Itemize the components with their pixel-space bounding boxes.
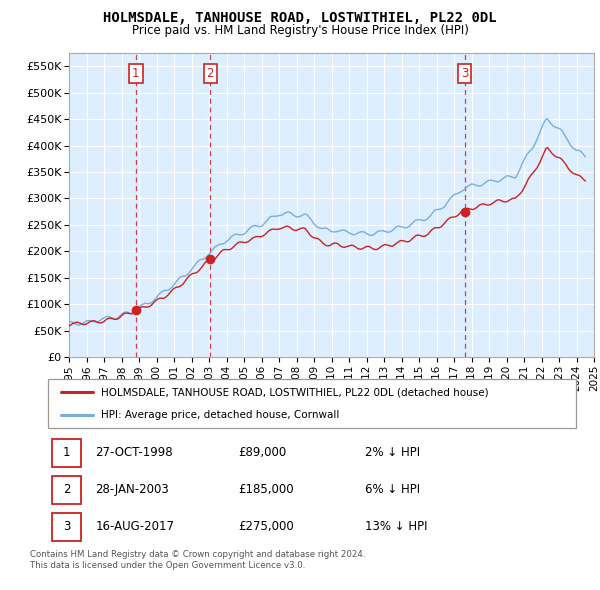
Text: 3: 3: [461, 67, 469, 80]
FancyBboxPatch shape: [48, 379, 576, 428]
Text: 1: 1: [63, 446, 70, 459]
Text: HOLMSDALE, TANHOUSE ROAD, LOSTWITHIEL, PL22 0DL (detached house): HOLMSDALE, TANHOUSE ROAD, LOSTWITHIEL, P…: [101, 387, 488, 397]
Text: 2: 2: [206, 67, 214, 80]
Text: 3: 3: [63, 520, 70, 533]
Text: 2: 2: [63, 483, 70, 496]
Text: £185,000: £185,000: [238, 483, 294, 496]
Text: 13% ↓ HPI: 13% ↓ HPI: [365, 520, 427, 533]
Text: 16-AUG-2017: 16-AUG-2017: [95, 520, 175, 533]
FancyBboxPatch shape: [52, 439, 81, 467]
Text: This data is licensed under the Open Government Licence v3.0.: This data is licensed under the Open Gov…: [30, 560, 305, 569]
Text: Price paid vs. HM Land Registry's House Price Index (HPI): Price paid vs. HM Land Registry's House …: [131, 24, 469, 37]
Text: HOLMSDALE, TANHOUSE ROAD, LOSTWITHIEL, PL22 0DL: HOLMSDALE, TANHOUSE ROAD, LOSTWITHIEL, P…: [103, 11, 497, 25]
Text: 27-OCT-1998: 27-OCT-1998: [95, 446, 173, 459]
Text: Contains HM Land Registry data © Crown copyright and database right 2024.: Contains HM Land Registry data © Crown c…: [30, 550, 365, 559]
Text: 28-JAN-2003: 28-JAN-2003: [95, 483, 169, 496]
Text: 2% ↓ HPI: 2% ↓ HPI: [365, 446, 420, 459]
Text: £275,000: £275,000: [238, 520, 294, 533]
Text: 6% ↓ HPI: 6% ↓ HPI: [365, 483, 420, 496]
FancyBboxPatch shape: [52, 513, 81, 540]
Text: HPI: Average price, detached house, Cornwall: HPI: Average price, detached house, Corn…: [101, 409, 339, 419]
FancyBboxPatch shape: [52, 476, 81, 504]
Text: £89,000: £89,000: [238, 446, 286, 459]
Text: 1: 1: [132, 67, 140, 80]
